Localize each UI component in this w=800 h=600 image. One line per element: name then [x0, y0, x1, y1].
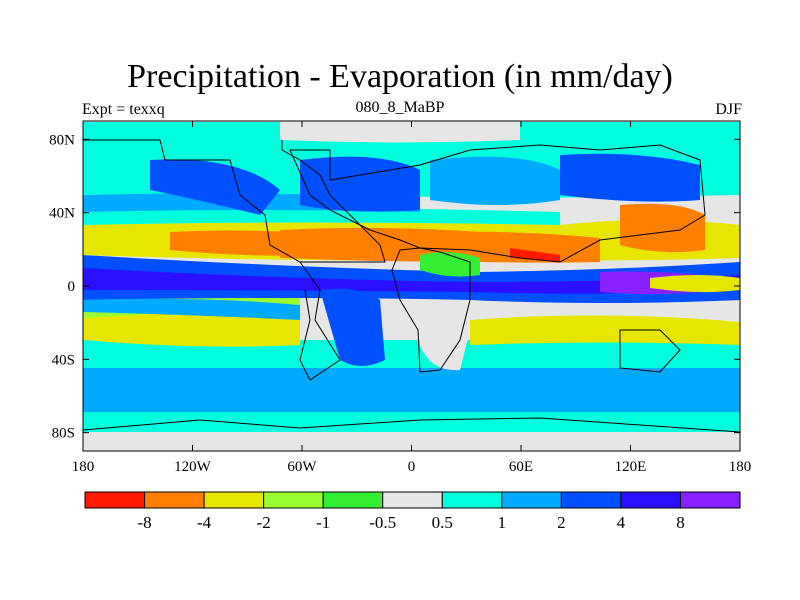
- pme-field: [83, 121, 740, 451]
- coastlines: [83, 139, 740, 433]
- lon-tick-label: 180: [729, 459, 752, 475]
- colorbar-label: -1: [316, 513, 330, 532]
- colorbar-swatch: [560, 491, 622, 509]
- colorbar-label: 1: [498, 513, 507, 532]
- colorbar-swatch: [144, 491, 205, 509]
- lon-tick-label: 60W: [287, 459, 317, 475]
- lat-tick-label: 0: [68, 279, 76, 295]
- colorbar-label: 2: [557, 513, 566, 532]
- lon-tick-label: 120W: [174, 459, 212, 475]
- colorbar-label: 8: [676, 513, 685, 532]
- colorbar-swatch: [322, 491, 384, 509]
- lat-tick-label: 40S: [52, 352, 75, 368]
- colorbar-swatch: [441, 491, 503, 509]
- longitude-ticks: 180 120W 60W 0 60E 120E 180: [72, 121, 752, 475]
- colorbar: [84, 491, 741, 509]
- experiment-label: Expt = texxq: [82, 101, 165, 118]
- colorbar-label: 4: [617, 513, 626, 532]
- lat-tick-label: 40N: [49, 206, 75, 222]
- colorbar-label: 0.5: [432, 513, 453, 532]
- colorbar-swatch: [501, 491, 562, 509]
- lat-tick-label: 80N: [49, 132, 75, 148]
- colorbar-label: -4: [197, 513, 212, 532]
- latitude-ticks: 80N 40N 0 40S 80S: [49, 132, 740, 442]
- colorbar-swatch: [679, 491, 741, 509]
- colorbar-labels: -8 -4 -2 -1 -0.5 0.5 1 2 4 8: [137, 513, 684, 532]
- colorbar-swatch: [203, 491, 265, 509]
- lat-tick-label: 80S: [52, 426, 75, 442]
- lon-tick-label: 60E: [509, 459, 533, 475]
- colorbar-swatch: [263, 491, 324, 509]
- colorbar-label: -2: [257, 513, 271, 532]
- colorbar-swatch: [84, 491, 146, 509]
- plot-title: Precipitation - Evaporation (in mm/day): [127, 58, 673, 95]
- colorbar-swatch: [620, 491, 681, 509]
- lon-tick-label: 120E: [615, 459, 647, 475]
- time-label: 080_8_MaBP: [355, 99, 445, 116]
- colorbar-label: -0.5: [369, 513, 396, 532]
- season-label: DJF: [715, 101, 742, 118]
- colorbar-swatch: [382, 491, 443, 509]
- lon-tick-label: 180: [72, 459, 95, 475]
- lon-tick-label: 0: [408, 459, 416, 475]
- colorbar-label: -8: [137, 513, 151, 532]
